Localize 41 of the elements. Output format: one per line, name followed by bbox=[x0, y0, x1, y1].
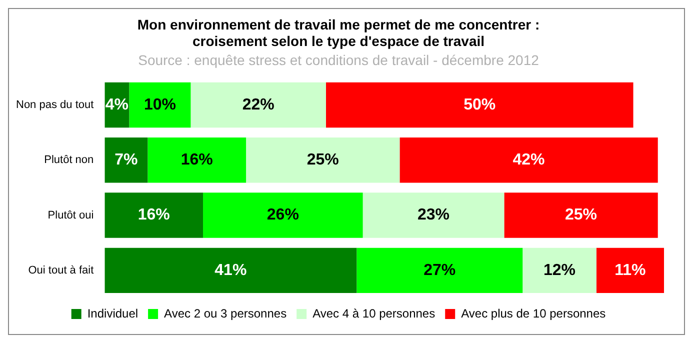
legend-label: Avec plus de 10 personnes bbox=[461, 306, 606, 320]
chart-subtitle: Source : enquête stress et conditions de travail - décembre 2012 bbox=[138, 52, 540, 68]
legend-label: Individuel bbox=[87, 306, 138, 320]
bar bbox=[246, 138, 400, 183]
bar bbox=[596, 248, 664, 294]
legend-label: Avec 4 à 10 personnes bbox=[312, 306, 436, 320]
bar bbox=[203, 192, 363, 238]
data-label: 11% bbox=[614, 262, 646, 279]
bar bbox=[148, 138, 246, 183]
data-label: 25% bbox=[565, 206, 598, 224]
data-label: 41% bbox=[214, 262, 247, 279]
bar bbox=[356, 248, 523, 294]
data-label: 42% bbox=[512, 152, 545, 169]
bar bbox=[522, 248, 596, 294]
bar bbox=[104, 192, 204, 238]
bar bbox=[326, 82, 634, 128]
y-tick-label: Non pas du tout bbox=[16, 99, 94, 112]
data-label: 12% bbox=[543, 262, 576, 279]
chart-title: Mon environnement de travail me permet de me concentrer : croisement selon le type d'espace de travail bbox=[137, 16, 540, 50]
data-label: 16% bbox=[138, 206, 170, 224]
data-label: 22% bbox=[242, 96, 274, 114]
data-label: 4% bbox=[105, 96, 129, 114]
data-label: 7% bbox=[114, 152, 138, 169]
bar bbox=[362, 192, 504, 238]
bar bbox=[504, 192, 658, 238]
data-label: 26% bbox=[266, 206, 299, 224]
y-tick-label: Plutôt oui bbox=[48, 209, 94, 222]
bar bbox=[129, 82, 191, 128]
data-label: 10% bbox=[144, 96, 176, 114]
y-tick-label: Plutôt non bbox=[44, 154, 94, 166]
data-label: 50% bbox=[464, 96, 496, 114]
y-tick-label: Oui tout à fait bbox=[28, 264, 94, 276]
bar bbox=[190, 82, 326, 128]
bar bbox=[104, 138, 148, 183]
data-label: 16% bbox=[180, 152, 213, 169]
legend-label: Avec 2 ou 3 personnes bbox=[164, 306, 287, 320]
bar bbox=[104, 248, 357, 294]
bar bbox=[400, 138, 658, 183]
data-label: 25% bbox=[306, 152, 339, 169]
data-label: 27% bbox=[424, 262, 456, 279]
data-label: 23% bbox=[417, 206, 450, 224]
